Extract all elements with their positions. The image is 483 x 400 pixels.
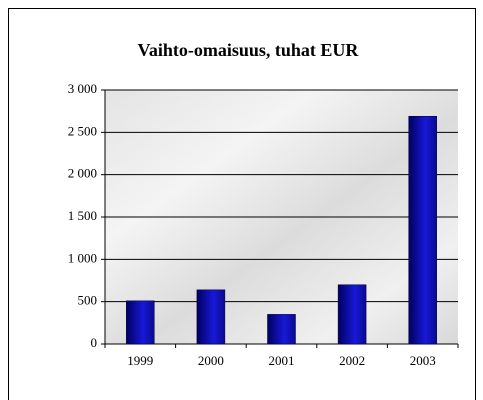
x-tick-label: 1999 xyxy=(127,353,153,368)
y-tick-label: 0 xyxy=(91,335,98,350)
x-tick-label: 2001 xyxy=(269,353,295,368)
y-tick-label: 500 xyxy=(78,293,98,308)
chart-title: Vaihto-omaisuus, tuhat EUR xyxy=(138,40,360,60)
x-tick-label: 2003 xyxy=(410,353,436,368)
bar xyxy=(408,115,437,345)
y-tick-label: 2 500 xyxy=(68,123,97,138)
bar xyxy=(337,284,367,345)
y-tick-label: 1 500 xyxy=(68,208,97,223)
bar xyxy=(267,314,296,345)
x-tick-label: 2000 xyxy=(198,353,224,368)
y-tick-label: 2 000 xyxy=(68,166,97,181)
y-tick-label: 1 000 xyxy=(68,250,97,265)
bar xyxy=(196,289,226,345)
y-tick-label: 3 000 xyxy=(68,81,97,96)
x-tick-label: 2002 xyxy=(339,353,365,368)
bar xyxy=(126,300,155,345)
